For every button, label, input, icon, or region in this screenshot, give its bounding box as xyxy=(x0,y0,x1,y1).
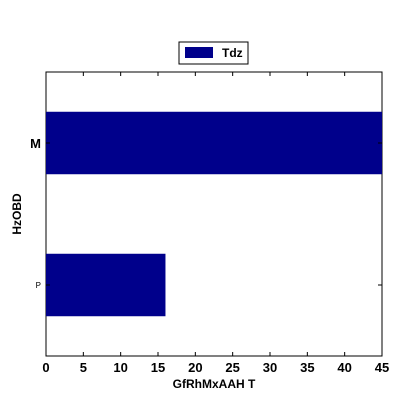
bar-M xyxy=(46,111,382,175)
x-tick-label: 10 xyxy=(113,360,127,375)
y-tick-label-M: M xyxy=(30,136,41,151)
legend-label: Tdz xyxy=(222,46,243,60)
x-ticks: 0 5 10 15 20 25 30 35 40 45 xyxy=(42,72,389,375)
y-ticks: MP xyxy=(30,136,382,290)
x-tick-label: 35 xyxy=(300,360,314,375)
x-tick-label: 40 xyxy=(337,360,351,375)
x-tick-label: 5 xyxy=(80,360,87,375)
x-tick-label: 20 xyxy=(188,360,202,375)
x-tick-label: 45 xyxy=(375,360,389,375)
legend: Tdz xyxy=(178,41,249,65)
x-tick-label: 0 xyxy=(42,360,49,375)
y-tick-label-P: P xyxy=(36,281,41,290)
x-axis-title: GfRhMxAAH T xyxy=(173,377,256,391)
y-axis-title: HzOBD xyxy=(10,193,24,235)
legend-swatch xyxy=(185,47,213,58)
x-tick-label: 25 xyxy=(225,360,239,375)
bars xyxy=(46,111,382,317)
x-tick-label: 30 xyxy=(263,360,277,375)
bar-P xyxy=(46,253,166,317)
x-tick-label: 15 xyxy=(151,360,165,375)
